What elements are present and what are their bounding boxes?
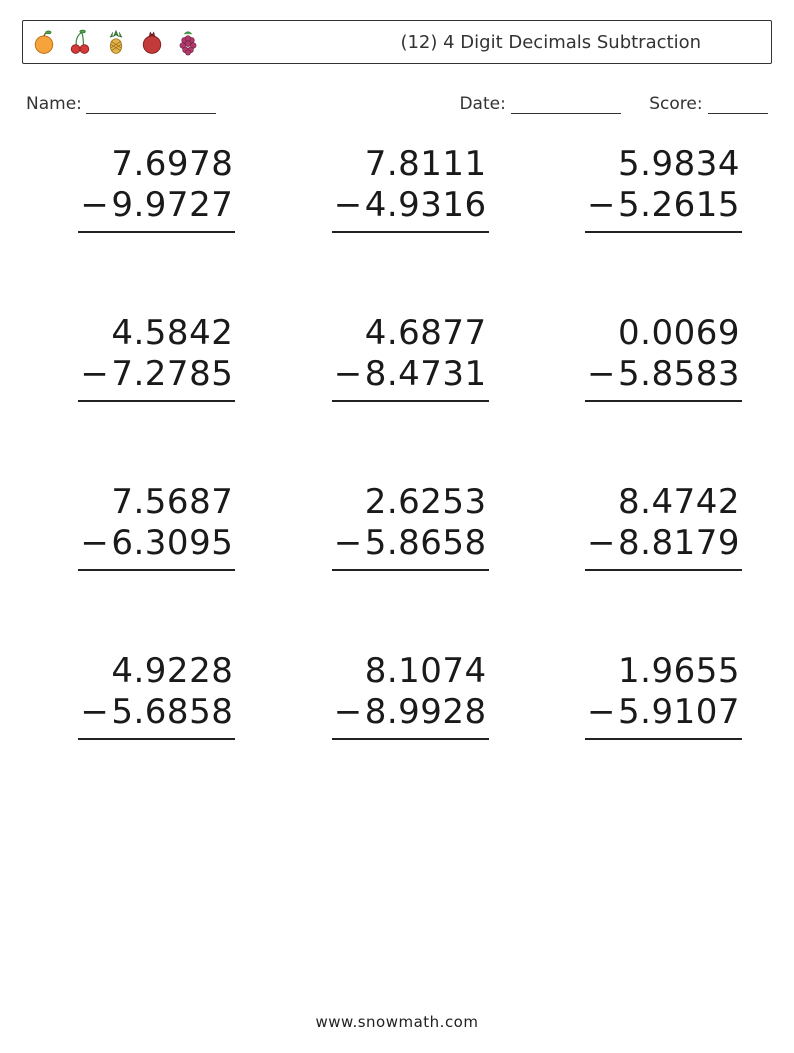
- subtrahend: 9.9727: [111, 185, 233, 226]
- problem-cell: 4.5842−7.2785: [52, 313, 235, 402]
- minuend: 1.9655: [618, 651, 742, 692]
- problem-cell: 0.0069−5.8583: [559, 313, 742, 402]
- minuend: 7.6978: [111, 144, 235, 185]
- problem-cell: 7.6978−9.9727: [52, 144, 235, 233]
- score-field-group: Score:: [649, 94, 768, 114]
- minus-operator: −: [80, 354, 109, 395]
- score-label: Score:: [649, 94, 702, 114]
- minus-operator: −: [334, 354, 363, 395]
- footer: www.snowmath.com: [0, 1013, 794, 1031]
- subtrahend-row: −7.2785: [78, 354, 235, 401]
- subtrahend-row: −5.9107: [585, 692, 742, 739]
- problem-cell: 5.9834−5.2615: [559, 144, 742, 233]
- problems-grid: 7.6978−9.97277.8111−4.93165.9834−5.26154…: [52, 144, 742, 740]
- minuend: 4.9228: [111, 651, 235, 692]
- header-bar: (12) 4 Digit Decimals Subtraction: [22, 20, 772, 64]
- problem-cell: 2.6253−5.8658: [305, 482, 488, 571]
- minuend: 7.5687: [111, 482, 235, 523]
- subtrahend-row: −5.8583: [585, 354, 742, 401]
- worksheet-page: (12) 4 Digit Decimals Subtraction Name: …: [0, 0, 794, 1053]
- subtrahend: 8.4731: [365, 354, 487, 395]
- name-label: Name:: [26, 94, 82, 114]
- name-field-group: Name:: [26, 94, 216, 114]
- subtrahend: 6.3095: [111, 523, 233, 564]
- minus-operator: −: [334, 523, 363, 564]
- cherry-icon: [65, 27, 95, 57]
- minus-operator: −: [80, 692, 109, 733]
- fruit-icon-row: [29, 27, 203, 57]
- subtrahend-row: −8.4731: [332, 354, 489, 401]
- problem-cell: 4.6877−8.4731: [305, 313, 488, 402]
- minus-operator: −: [587, 185, 616, 226]
- subtrahend: 5.8658: [365, 523, 487, 564]
- problem-cell: 8.1074−8.9928: [305, 651, 488, 740]
- minuend: 8.1074: [365, 651, 489, 692]
- minuend: 5.9834: [618, 144, 742, 185]
- minus-operator: −: [587, 523, 616, 564]
- date-score-group: Date: Score:: [459, 94, 768, 114]
- minuend: 2.6253: [365, 482, 489, 523]
- minuend: 0.0069: [618, 313, 742, 354]
- problem-cell: 7.5687−6.3095: [52, 482, 235, 571]
- subtrahend-row: −9.9727: [78, 185, 235, 232]
- problem-cell: 7.8111−4.9316: [305, 144, 488, 233]
- subtrahend-row: −5.2615: [585, 185, 742, 232]
- pomegranate-icon: [137, 27, 167, 57]
- subtrahend-row: −5.6858: [78, 692, 235, 739]
- info-row: Name: Date: Score:: [26, 94, 768, 114]
- date-label: Date:: [459, 94, 505, 114]
- subtrahend-row: −4.9316: [332, 185, 489, 232]
- problem-cell: 4.9228−5.6858: [52, 651, 235, 740]
- subtrahend-row: −6.3095: [78, 523, 235, 570]
- minuend: 7.8111: [365, 144, 489, 185]
- problem-cell: 1.9655−5.9107: [559, 651, 742, 740]
- footer-url: www.snowmath.com: [316, 1013, 479, 1031]
- minuend: 8.4742: [618, 482, 742, 523]
- subtrahend: 5.2615: [618, 185, 740, 226]
- subtrahend: 8.9928: [365, 692, 487, 733]
- subtrahend-row: −5.8658: [332, 523, 489, 570]
- problem-cell: 8.4742−8.8179: [559, 482, 742, 571]
- name-blank[interactable]: [86, 95, 216, 114]
- minuend: 4.6877: [365, 313, 489, 354]
- minus-operator: −: [334, 692, 363, 733]
- minuend: 4.5842: [111, 313, 235, 354]
- date-blank[interactable]: [511, 95, 621, 114]
- subtrahend: 8.8179: [618, 523, 740, 564]
- worksheet-title: (12) 4 Digit Decimals Subtraction: [400, 32, 761, 53]
- minus-operator: −: [80, 523, 109, 564]
- date-field-group: Date:: [459, 94, 621, 114]
- subtrahend-row: −8.9928: [332, 692, 489, 739]
- raspberry-icon: [173, 27, 203, 57]
- minus-operator: −: [80, 185, 109, 226]
- orange-icon: [29, 27, 59, 57]
- minus-operator: −: [334, 185, 363, 226]
- subtrahend: 5.8583: [618, 354, 740, 395]
- pineapple-icon: [101, 27, 131, 57]
- minus-operator: −: [587, 354, 616, 395]
- score-blank[interactable]: [708, 95, 768, 114]
- subtrahend: 5.6858: [111, 692, 233, 733]
- subtrahend-row: −8.8179: [585, 523, 742, 570]
- subtrahend: 4.9316: [365, 185, 487, 226]
- subtrahend: 7.2785: [111, 354, 233, 395]
- subtrahend: 5.9107: [618, 692, 740, 733]
- minus-operator: −: [587, 692, 616, 733]
